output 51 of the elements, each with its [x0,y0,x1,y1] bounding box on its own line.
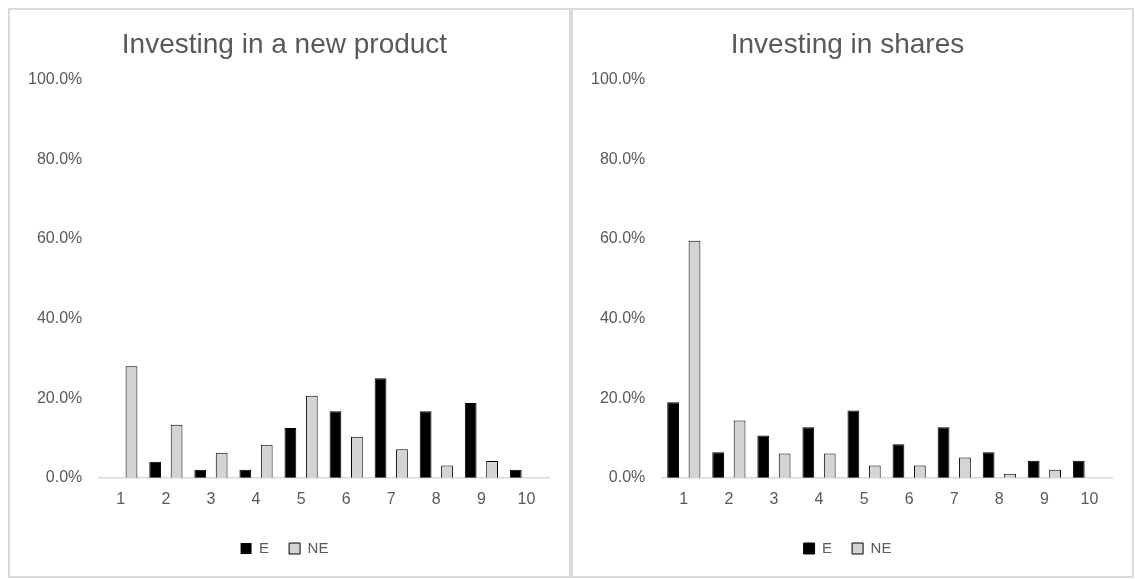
bar [419,411,432,478]
x-tick-label: 1 [679,489,689,507]
bar [284,428,297,478]
x-tick-label: 4 [251,489,261,507]
x-tick-label: 1 [116,489,126,507]
bar [982,452,995,478]
y-tick-label: 100.0% [28,70,83,88]
x-tick-label: 9 [476,489,486,507]
y-tick-label: 40.0% [36,308,83,326]
bar [712,452,725,478]
y-tick-label: 60.0% [599,229,646,247]
chart-title: Investing in a new product [121,27,448,59]
x-tick-label: 8 [431,489,441,507]
bar [329,411,342,478]
legend-label: E [259,538,270,556]
x-tick-label: 2 [724,489,734,507]
x-tick-label: 5 [296,489,306,507]
x-tick-label: 3 [769,489,779,507]
x-tick-label: 8 [994,489,1004,507]
y-tick-label: 100.0% [591,70,646,88]
legend-label: E [822,538,833,556]
chart-title: Investing in shares [730,27,965,59]
y-tick-label: 40.0% [599,308,646,326]
bar [937,427,950,478]
bar [847,410,860,478]
bar [892,444,905,478]
y-tick-label: 0.0% [608,468,646,486]
bar [667,402,679,478]
x-tick-label: 3 [206,489,216,507]
y-tick-label: 80.0% [599,149,646,167]
x-tick-label: 4 [814,489,824,507]
x-tick-label: 5 [859,489,869,507]
x-tick-label: 6 [341,489,351,507]
bar [464,402,477,478]
y-tick-label: 80.0% [36,149,83,167]
x-tick-label: 7 [949,489,959,507]
x-tick-label: 2 [161,489,171,507]
y-tick-label: 20.0% [599,388,646,406]
x-tick-label: 9 [1039,489,1049,507]
y-tick-label: 60.0% [36,229,83,247]
x-tick-label: 10 [1080,489,1099,507]
y-tick-label: 20.0% [36,388,83,406]
x-tick-label: 6 [904,489,914,507]
bar [374,378,387,478]
x-tick-label: 7 [386,489,396,507]
y-tick-label: 0.0% [45,468,83,486]
bar [802,427,815,478]
x-tick-label: 10 [517,489,536,507]
bar [757,435,770,478]
legend-label: NE [307,538,329,556]
legend-label: NE [870,538,892,556]
